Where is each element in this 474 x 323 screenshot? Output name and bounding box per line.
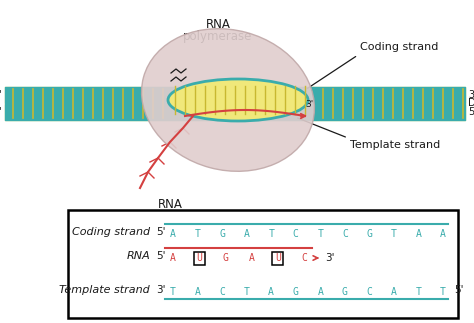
Text: U: U xyxy=(196,253,202,263)
Ellipse shape xyxy=(142,29,314,171)
Text: 5': 5' xyxy=(0,90,2,100)
Text: A: A xyxy=(416,229,421,239)
Text: 3': 3' xyxy=(468,90,474,100)
Text: 3': 3' xyxy=(305,100,313,109)
Text: G: G xyxy=(222,253,228,263)
Text: C: C xyxy=(342,229,348,239)
Text: A: A xyxy=(170,253,176,263)
Bar xyxy=(68,210,458,318)
Text: G: G xyxy=(342,287,348,297)
Text: 5': 5' xyxy=(468,107,474,117)
Text: RNA: RNA xyxy=(158,198,183,211)
Text: Template strand: Template strand xyxy=(59,285,150,295)
Text: DNA: DNA xyxy=(468,98,474,108)
Text: G: G xyxy=(219,229,225,239)
Text: 5': 5' xyxy=(454,285,464,295)
Text: RNA: RNA xyxy=(126,251,150,261)
Text: A: A xyxy=(170,229,176,239)
Text: C: C xyxy=(301,253,307,263)
Text: A: A xyxy=(249,253,255,263)
Bar xyxy=(273,252,283,265)
Text: A: A xyxy=(391,287,397,297)
Text: A: A xyxy=(195,287,201,297)
Text: 5': 5' xyxy=(133,210,143,220)
Text: G: G xyxy=(366,229,372,239)
Text: C: C xyxy=(366,287,372,297)
Text: G: G xyxy=(293,287,299,297)
Text: Coding strand: Coding strand xyxy=(360,42,438,52)
Text: A: A xyxy=(268,287,274,297)
Text: U: U xyxy=(275,253,281,263)
Text: 3': 3' xyxy=(325,253,335,263)
Text: Coding strand: Coding strand xyxy=(72,227,150,237)
Ellipse shape xyxy=(168,79,308,121)
Text: C: C xyxy=(293,229,299,239)
Text: A: A xyxy=(440,229,446,239)
Text: C: C xyxy=(219,287,225,297)
Text: RNA: RNA xyxy=(206,18,230,31)
Text: T: T xyxy=(244,287,250,297)
Text: T: T xyxy=(317,229,323,239)
Text: 5': 5' xyxy=(156,227,165,237)
Text: Template strand: Template strand xyxy=(350,140,440,150)
Text: 5': 5' xyxy=(156,251,165,261)
Text: T: T xyxy=(391,229,397,239)
Text: polymerase: polymerase xyxy=(183,30,253,43)
Text: 3': 3' xyxy=(156,285,165,295)
Text: T: T xyxy=(195,229,201,239)
Text: T: T xyxy=(440,287,446,297)
Text: A: A xyxy=(317,287,323,297)
Bar xyxy=(194,252,205,265)
Text: T: T xyxy=(416,287,421,297)
Text: A: A xyxy=(244,229,250,239)
Text: T: T xyxy=(170,287,176,297)
Text: 3': 3' xyxy=(0,107,2,117)
Text: T: T xyxy=(268,229,274,239)
